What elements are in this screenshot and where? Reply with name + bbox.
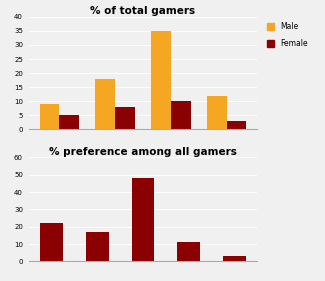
Legend: Male, Female: Male, Female <box>265 21 309 49</box>
Bar <box>40 104 59 129</box>
Bar <box>132 178 154 261</box>
Bar <box>207 96 227 129</box>
Bar <box>171 101 190 129</box>
Bar <box>85 232 109 261</box>
Bar <box>151 31 171 129</box>
Bar <box>223 256 246 261</box>
Bar <box>115 107 135 129</box>
Bar <box>59 115 79 129</box>
Bar <box>177 242 201 261</box>
Bar <box>40 223 63 261</box>
Bar <box>96 79 115 129</box>
Title: % preference among all gamers: % preference among all gamers <box>49 147 237 157</box>
Title: % of total gamers: % of total gamers <box>90 6 196 16</box>
Bar <box>227 121 246 129</box>
